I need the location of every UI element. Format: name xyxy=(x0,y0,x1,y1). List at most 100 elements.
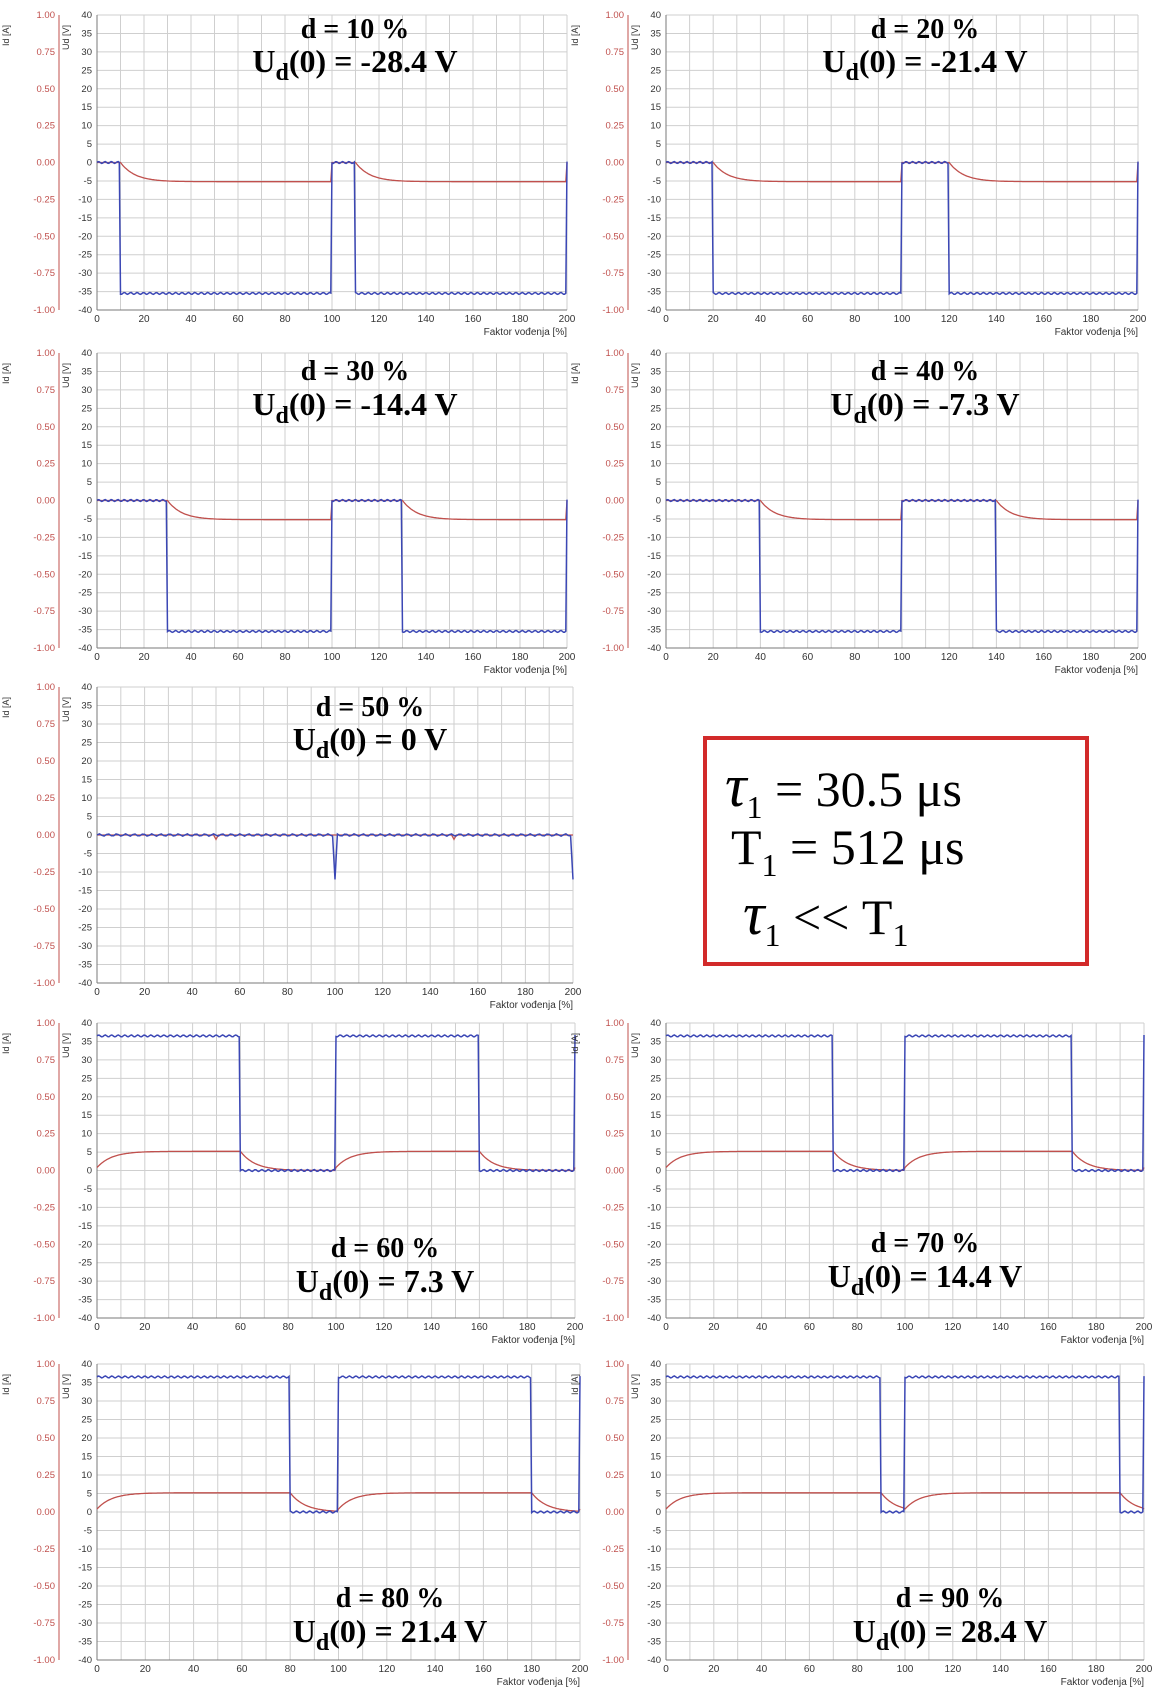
info-line-relation: τ1 << T1 xyxy=(743,880,1121,953)
voltage-tick-label: 40 xyxy=(81,1018,92,1029)
voltage-tick-label: -25 xyxy=(647,250,661,261)
x-tick-label: 180 xyxy=(523,1664,540,1675)
voltage-tick-label: 20 xyxy=(650,84,661,95)
current-tick-label: 0.00 xyxy=(606,158,625,169)
voltage-tick-label: -20 xyxy=(78,569,92,580)
x-tick-label: 160 xyxy=(1040,1322,1057,1333)
voltage-tick-label: 35 xyxy=(81,366,92,377)
voltage-tick-label: 30 xyxy=(81,47,92,58)
voltage-tick-label: -40 xyxy=(78,1655,92,1666)
voltage-tick-label: 30 xyxy=(81,1055,92,1066)
voltage-axis-title: Ud [V] xyxy=(61,363,71,388)
subtitle-symbol: U xyxy=(252,43,275,79)
voltage-tick-label: -15 xyxy=(78,1563,92,1574)
current-tick-label: 0.25 xyxy=(37,459,56,470)
x-tick-label: 200 xyxy=(1136,1664,1153,1675)
current-tick-label: 0.75 xyxy=(606,1055,625,1066)
voltage-series-line xyxy=(96,832,574,880)
voltage-tick-label: 5 xyxy=(87,812,92,823)
voltage-tick-label: -20 xyxy=(78,1239,92,1250)
current-axis-title: Id [A] xyxy=(1,363,11,384)
panel-subtitle: Ud(0) = -21.4 V xyxy=(822,43,1027,86)
current-tick-label: -0.50 xyxy=(33,904,55,915)
voltage-tick-label: 0 xyxy=(656,158,661,169)
voltage-tick-label: -5 xyxy=(84,176,92,187)
voltage-tick-label: -20 xyxy=(647,1239,661,1250)
subtitle-value: (0) = 28.4 V xyxy=(889,1613,1047,1649)
x-tick-label: 80 xyxy=(285,1664,297,1675)
voltage-tick-label: -30 xyxy=(78,941,92,952)
subtitle-symbol: U xyxy=(293,721,316,757)
x-tick-label: 200 xyxy=(559,314,576,325)
voltage-tick-label: -35 xyxy=(647,287,661,298)
voltage-tick-label: -5 xyxy=(653,176,661,187)
current-tick-label: 0.00 xyxy=(606,1507,625,1518)
voltage-tick-label: -10 xyxy=(647,1202,661,1213)
current-tick-label: -0.50 xyxy=(33,1239,55,1250)
voltage-series-line xyxy=(665,498,1139,634)
subtitle-symbol: U xyxy=(830,386,853,422)
x-axis-title: Faktor vođenja [%] xyxy=(1061,1335,1145,1346)
voltage-tick-label: -35 xyxy=(78,1637,92,1648)
subtitle-symbol: U xyxy=(252,386,275,422)
x-tick-label: 180 xyxy=(512,652,529,663)
voltage-tick-label: 20 xyxy=(81,1092,92,1103)
x-tick-label: 160 xyxy=(471,1322,488,1333)
voltage-tick-label: -5 xyxy=(84,1526,92,1537)
current-tick-label: -0.75 xyxy=(602,1276,624,1287)
voltage-tick-label: 25 xyxy=(81,1415,92,1426)
current-tick-label: 0.00 xyxy=(37,1507,56,1518)
subtitle-value: (0) = -7.3 V xyxy=(867,386,1020,422)
x-tick-label: 180 xyxy=(519,1322,536,1333)
voltage-tick-label: -10 xyxy=(647,532,661,543)
voltage-tick-label: -5 xyxy=(84,849,92,860)
voltage-tick-label: -15 xyxy=(78,1221,92,1232)
panel-title: d = 50 % xyxy=(316,692,425,723)
voltage-tick-label: -15 xyxy=(78,886,92,897)
voltage-tick-label: -10 xyxy=(647,1544,661,1555)
voltage-axis-title: Ud [V] xyxy=(630,363,640,388)
current-tick-label: -0.50 xyxy=(602,1239,624,1250)
x-tick-label: 180 xyxy=(1082,652,1099,663)
current-tick-label: 0.25 xyxy=(37,1129,56,1140)
x-tick-label: 140 xyxy=(988,314,1005,325)
current-tick-label: 1.00 xyxy=(37,1359,56,1370)
x-tick-label: 200 xyxy=(1130,652,1147,663)
relation-tau-subscript: 1 xyxy=(764,917,781,953)
voltage-tick-label: -30 xyxy=(78,606,92,617)
x-tick-label: 60 xyxy=(236,1664,248,1675)
chart-panel: 0 20 40 60 80 100 120 140 160 180 2004035302520151… xyxy=(1,10,576,338)
voltage-tick-label: 35 xyxy=(650,1378,661,1389)
voltage-tick-label: 10 xyxy=(81,1470,92,1481)
voltage-tick-label: -30 xyxy=(647,1276,661,1287)
x-tick-label: 120 xyxy=(374,987,391,998)
info-line-period: T1 = 512 μs xyxy=(731,818,1109,883)
subtitle-symbol: U xyxy=(828,1258,851,1294)
x-tick-label: 40 xyxy=(188,1664,200,1675)
x-tick-label: 180 xyxy=(512,314,529,325)
voltage-tick-label: -15 xyxy=(647,1563,661,1574)
current-tick-label: -1.00 xyxy=(602,305,624,316)
voltage-tick-label: 5 xyxy=(656,1147,661,1158)
current-tick-label: -0.50 xyxy=(33,1581,55,1592)
voltage-tick-label: 20 xyxy=(650,1433,661,1444)
current-tick-label: 0.25 xyxy=(37,121,56,132)
x-tick-label: 0 xyxy=(663,1322,669,1333)
current-tick-label: 0.50 xyxy=(37,1433,56,1444)
x-tick-label: 20 xyxy=(139,987,151,998)
voltage-tick-label: -40 xyxy=(647,1655,661,1666)
voltage-tick-label: 25 xyxy=(650,1415,661,1426)
x-tick-label: 100 xyxy=(324,652,341,663)
x-tick-label: 60 xyxy=(235,1322,247,1333)
voltage-tick-label: 0 xyxy=(656,496,661,507)
current-series-line xyxy=(665,1492,1145,1510)
voltage-tick-label: -5 xyxy=(84,1184,92,1195)
x-tick-label: 120 xyxy=(944,1322,961,1333)
current-axis-title: Id [A] xyxy=(1,1033,11,1054)
current-tick-label: 0.25 xyxy=(606,1470,625,1481)
chart-panel: 0 20 40 60 80 100 120 140 160 180 2004035302520151… xyxy=(570,1018,1153,1346)
x-axis-title: Faktor vođenja [%] xyxy=(1061,1677,1145,1688)
current-tick-label: 1.00 xyxy=(606,10,625,21)
current-tick-label: 0.75 xyxy=(37,1396,56,1407)
x-tick-label: 140 xyxy=(427,1664,444,1675)
